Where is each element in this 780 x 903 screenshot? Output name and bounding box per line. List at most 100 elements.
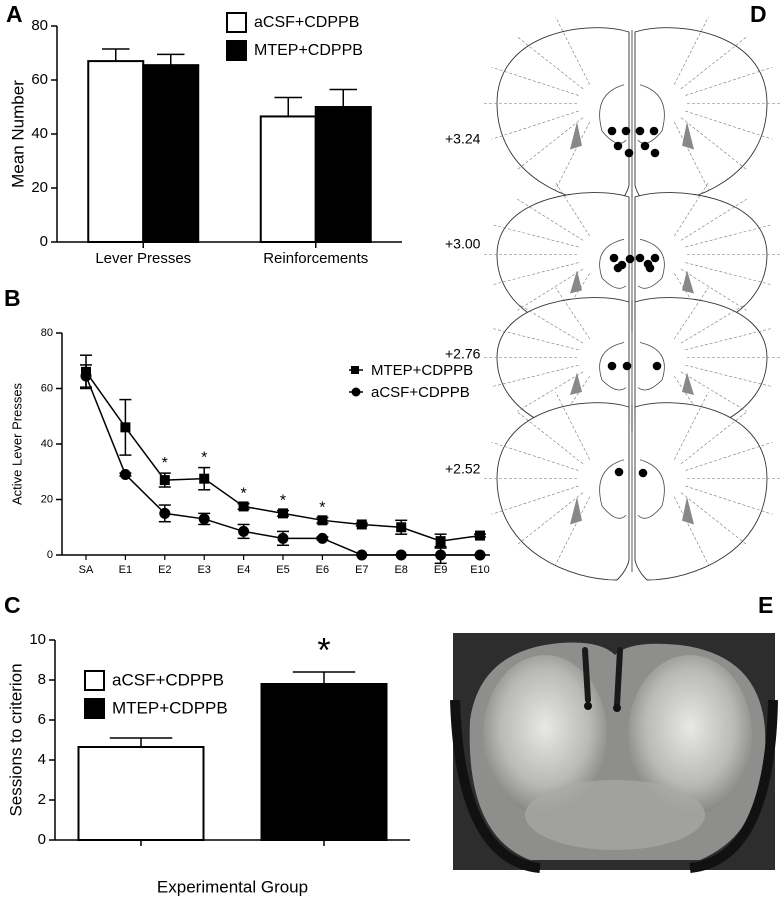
legend-label: aCSF+CDPPB <box>112 670 224 689</box>
atlas-boundary <box>680 303 747 344</box>
marker <box>198 513 210 525</box>
bar <box>77 746 205 841</box>
marker <box>475 530 485 541</box>
marker <box>435 549 447 561</box>
placement-dot <box>650 148 660 158</box>
atlas-boundary <box>680 411 747 465</box>
bar <box>142 64 200 244</box>
atlas-boundary <box>673 182 709 237</box>
atlas-boundary <box>517 198 584 241</box>
y-tick-label: 40 <box>41 438 53 450</box>
marker <box>435 536 446 547</box>
atlas-tract <box>570 270 582 294</box>
atlas-boundary <box>680 268 747 311</box>
x-tick-label: E8 <box>394 564 407 576</box>
significance-marker: * <box>280 493 286 510</box>
atlas-boundary <box>680 371 747 412</box>
atlas-boundary <box>491 66 579 96</box>
y-tick-label: 2 <box>38 791 46 808</box>
atlas-boundary <box>555 16 591 85</box>
x-tick-label: SA <box>79 564 94 576</box>
legend-marker <box>351 387 361 397</box>
atlas-tract <box>570 121 582 150</box>
y-tick-label: 80 <box>41 327 53 339</box>
y-tick-label: 0 <box>40 233 48 250</box>
panel-letter: E <box>758 592 773 618</box>
atlas-boundary <box>555 391 591 460</box>
y-tick-label: 20 <box>31 179 48 196</box>
atlas-level: +3.24 <box>445 131 481 147</box>
bar <box>260 683 388 841</box>
marker <box>120 422 131 433</box>
legend-label: MTEP+CDPPB <box>371 362 473 379</box>
atlas-boundary <box>685 110 773 140</box>
atlas-tract <box>682 270 694 294</box>
atlas-ventricle <box>599 459 627 519</box>
atlas-boundary <box>555 287 591 340</box>
atlas-boundary <box>555 496 591 565</box>
atlas-ventricle <box>637 342 665 391</box>
placement-dot <box>640 141 650 151</box>
placement-dot <box>614 467 624 477</box>
marker <box>317 515 328 526</box>
significance-marker: * <box>240 486 246 503</box>
series-line <box>85 375 480 556</box>
atlas-boundary <box>555 182 591 237</box>
bar <box>87 60 145 243</box>
atlas-level: +2.52 <box>445 461 481 477</box>
x-tick-label: E2 <box>158 564 171 576</box>
y-tick-label: 60 <box>31 71 48 88</box>
x-tick-label: E3 <box>197 564 210 576</box>
x-tick-label: E4 <box>237 564 250 576</box>
atlas-boundary <box>517 492 584 545</box>
atlas-drawing <box>482 16 780 581</box>
atlas-boundary <box>673 287 709 340</box>
atlas-boundary <box>673 121 709 190</box>
y-axis-label: Mean Number <box>8 80 27 188</box>
atlas-ventricle <box>599 342 627 391</box>
x-tick-label: Lever Presses <box>95 250 191 267</box>
marker <box>356 549 368 561</box>
y-tick-label: 80 <box>31 17 48 34</box>
atlas-boundary <box>491 441 579 471</box>
placement-dot <box>621 126 631 136</box>
legend-label: MTEP+CDPPB <box>112 698 228 717</box>
marker <box>199 473 210 484</box>
significance-marker: * <box>201 450 207 467</box>
y-tick-label: 10 <box>29 631 46 648</box>
atlas-boundary <box>517 268 584 311</box>
atlas-boundary <box>680 198 747 241</box>
placement-dot <box>645 263 655 273</box>
marker <box>474 549 486 561</box>
atlas-level: +3.00 <box>445 236 481 252</box>
atlas-boundary <box>517 36 584 90</box>
placement-dot <box>638 468 648 478</box>
atlas-boundary <box>517 411 584 465</box>
marker <box>356 519 367 530</box>
atlas-level: +2.76 <box>445 346 481 362</box>
x-tick-label: E10 <box>470 564 490 576</box>
legend-swatch <box>226 40 247 61</box>
marker <box>395 549 407 561</box>
placement-dot <box>635 253 645 263</box>
y-tick-label: 40 <box>31 125 48 142</box>
y-tick-label: 4 <box>38 751 46 768</box>
bar <box>314 106 372 243</box>
placement-dot <box>649 126 659 136</box>
atlas-tract <box>682 496 694 525</box>
y-tick-label: 6 <box>38 711 46 728</box>
atlas-ventricle <box>637 459 665 519</box>
y-axis-label: Active Lever Presses <box>9 382 24 505</box>
y-axis-label: Sessions to criterion <box>6 663 25 816</box>
marker <box>278 508 288 519</box>
significance-marker: * <box>317 632 330 670</box>
atlas-boundary <box>685 485 773 515</box>
placement-dot <box>624 148 634 158</box>
legend-label: aCSF+CDPPB <box>254 14 359 31</box>
atlas-boundary <box>680 117 747 170</box>
legend-swatch <box>226 12 247 33</box>
atlas-boundary <box>517 303 584 344</box>
atlas-boundary <box>491 110 579 140</box>
placement-dot <box>609 253 619 263</box>
